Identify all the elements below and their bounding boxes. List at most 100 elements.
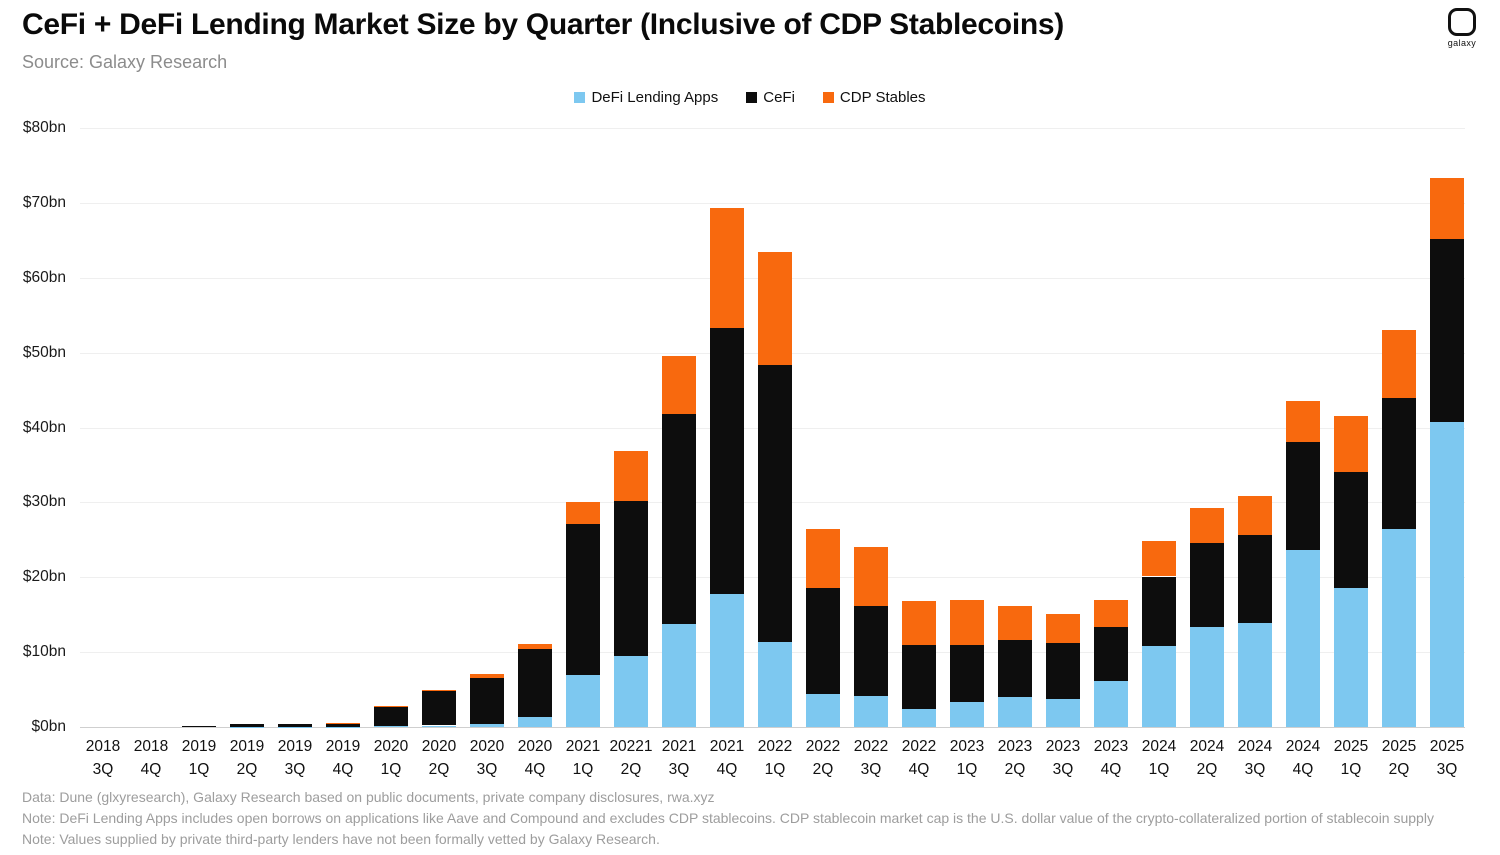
x-axis-label: 2020 3Q [469,738,505,778]
bar-segment-defi-lending-apps-2020-1Q [374,726,408,727]
legend-label-cdp: CDP Stables [839,89,926,106]
galaxy-logo-icon [1448,8,1476,36]
x-axis-label: 2020 4Q [517,738,553,778]
bar-segment-cefi-2023-1Q [950,645,984,702]
bar-segment-cefi-2023-4Q [1094,627,1128,681]
x-axis-label: 20221 2Q [609,738,653,778]
bar-segment-defi-lending-apps-2023-2Q [998,697,1032,727]
bar-segment-cefi-2022-1Q [758,365,792,643]
bar-segment-defi-lending-apps-2020-2Q [422,725,456,727]
galaxy-logo: galaxy [1440,8,1484,48]
bar-segment-cdp-stables-2023-1Q [950,599,984,646]
cdp-swatch-icon [822,92,834,103]
bar-segment-cefi-2023-3Q [1046,643,1080,700]
bar-segment-cdp-stables-2019-4Q [326,722,360,724]
legend: DeFi Lending Apps CeFi CDP Stables [0,89,1500,106]
x-axis-label: 2024 1Q [1141,738,1177,778]
source-label: Source: Galaxy Research [22,52,228,72]
bar-segment-cefi-2021-3Q [662,414,696,625]
bar-segment-cefi-2024-2Q [1190,542,1224,628]
y-axis-label: $50bn [22,343,66,361]
bar-segment-defi-lending-apps-2025-2Q [1382,529,1416,727]
x-axis-label: 2022 2Q [805,738,841,778]
x-axis-label: 2025 3Q [1429,738,1465,778]
bar-segment-cdp-stables-2024-1Q [1142,540,1176,577]
bar-segment-defi-lending-apps-2024-3Q [1238,622,1272,727]
bar-segment-cdp-stables-2021-1Q [566,502,600,525]
bar-segment-defi-lending-apps-2020-4Q [518,716,552,727]
bar-segment-cdp-stables-2022-3Q [854,546,888,607]
x-axis-label: 2022 3Q [853,738,889,778]
bar-segment-cdp-stables-2022-4Q [902,601,936,646]
x-axis-label: 2023 1Q [949,738,985,778]
bar-segment-cefi-2019-4Q [326,723,360,727]
x-axis-label: 2024 2Q [1189,738,1225,778]
bar-segment-cefi-2025-2Q [1382,397,1416,530]
x-axis-label: 2024 4Q [1285,738,1321,778]
x-axis-label: 2025 1Q [1333,738,1369,778]
bar-segment-defi-lending-apps-2023-3Q [1046,699,1080,727]
gridline [80,202,1465,204]
bar-segment-cdp-stables-20221-2Q [614,451,648,501]
bar-segment-defi-lending-apps-2025-1Q [1334,588,1368,727]
bar-segment-cefi-2024-1Q [1142,576,1176,647]
bar-segment-defi-lending-apps-2023-4Q [1094,680,1128,727]
bar-segment-cefi-2022-3Q [854,606,888,697]
bar-segment-cefi-2025-3Q [1430,238,1464,423]
bar-segment-cdp-stables-2025-3Q [1430,178,1464,239]
bar-segment-defi-lending-apps-2021-4Q [710,594,744,727]
x-axis-label: 2020 2Q [421,738,457,778]
bar-segment-cdp-stables-2021-3Q [662,355,696,414]
bar-segment-defi-lending-apps-2022-1Q [758,642,792,727]
bar-segment-cdp-stables-2023-3Q [1046,613,1080,644]
x-axis-label: 2019 4Q [325,738,361,778]
legend-label-defi: DeFi Lending Apps [591,89,719,106]
bar-segment-cefi-2020-2Q [422,691,456,726]
bar-segment-cefi-2020-3Q [470,678,504,724]
bar-segment-cefi-20221-2Q [614,500,648,656]
x-axis-line [80,727,1465,728]
bar-segment-cdp-stables-2020-4Q [518,643,552,650]
bar-segment-cdp-stables-2023-2Q [998,605,1032,641]
bar-segment-defi-lending-apps-2022-3Q [854,696,888,727]
y-axis-label: $0bn [31,718,66,735]
bar-segment-cdp-stables-2025-1Q [1334,415,1368,473]
bar-segment-defi-lending-apps-2024-2Q [1190,627,1224,727]
bar-segment-cefi-2022-2Q [806,587,840,695]
bar-segment-cefi-2019-1Q [182,725,216,727]
bar-segment-cefi-2020-1Q [374,706,408,727]
bar-segment-cdp-stables-2024-4Q [1286,401,1320,443]
bar-segment-cefi-2024-4Q [1286,442,1320,551]
x-axis-label: 2023 4Q [1093,738,1129,778]
bar-segment-defi-lending-apps-2024-4Q [1286,550,1320,727]
bar-segment-cdp-stables-2024-3Q [1238,495,1272,535]
legend-item-cdp: CDP Stables [822,89,926,106]
y-axis-label: $70bn [22,193,66,211]
x-axis-label: 2018 4Q [133,738,169,778]
galaxy-logo-text: galaxy [1447,38,1477,48]
bar-segment-cdp-stables-2022-2Q [806,529,840,588]
bar-segment-cdp-stables-2023-4Q [1094,599,1128,628]
legend-item-cefi: CeFi [746,89,795,106]
y-axis-label: $80bn [22,119,66,136]
y-axis-label: $20bn [22,568,66,586]
bar-segment-cdp-stables-2020-2Q [422,689,456,692]
bar-segment-cdp-stables-2022-1Q [758,252,792,366]
bar-segment-cefi-2020-4Q [518,649,552,717]
bar-segment-cdp-stables-2020-3Q [470,673,504,679]
bar-segment-defi-lending-apps-2021-1Q [566,675,600,727]
legend-item-defi: DeFi Lending Apps [574,89,718,106]
x-axis-label: 2019 2Q [229,738,265,778]
x-axis-label: 2023 2Q [997,738,1033,778]
footer-data-note: Data: Dune (glxyresearch), Galaxy Resear… [22,789,715,805]
bar-segment-cefi-2025-1Q [1334,472,1368,589]
x-axis-label: 2021 3Q [661,738,697,778]
bar-segment-cefi-2021-4Q [710,327,744,595]
bar-segment-cdp-stables-2025-2Q [1382,330,1416,398]
bar-segment-cefi-2019-2Q [230,724,264,727]
x-axis-label: 2024 3Q [1237,738,1273,778]
bar-segment-cdp-stables-2024-2Q [1190,507,1224,543]
bar-segment-defi-lending-apps-20221-2Q [614,655,648,727]
footer-methodology-note: Note: DeFi Lending Apps includes open bo… [22,810,1434,826]
